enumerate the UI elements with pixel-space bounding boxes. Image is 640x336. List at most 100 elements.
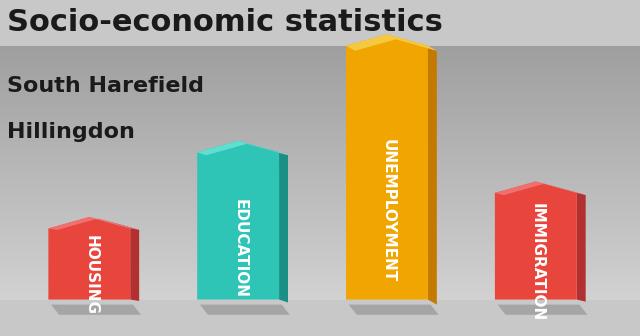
Bar bbox=[0, 152, 640, 155]
Bar bbox=[0, 241, 640, 244]
Bar bbox=[0, 246, 640, 249]
Bar bbox=[0, 185, 640, 188]
Bar bbox=[0, 86, 640, 89]
Bar bbox=[0, 236, 640, 239]
Bar bbox=[0, 249, 640, 251]
Bar bbox=[0, 134, 640, 137]
Bar bbox=[0, 289, 640, 292]
Bar bbox=[0, 223, 640, 226]
Bar bbox=[0, 112, 640, 114]
Polygon shape bbox=[346, 34, 428, 300]
Bar bbox=[0, 61, 640, 64]
Bar bbox=[0, 256, 640, 259]
Polygon shape bbox=[247, 144, 288, 302]
Bar bbox=[0, 170, 640, 173]
Bar bbox=[0, 142, 640, 145]
Bar bbox=[0, 157, 640, 160]
Bar bbox=[0, 218, 640, 221]
Bar bbox=[0, 66, 640, 69]
Bar bbox=[0, 203, 640, 206]
Polygon shape bbox=[497, 305, 588, 315]
Bar bbox=[0, 173, 640, 175]
Bar bbox=[0, 76, 640, 79]
Bar bbox=[0, 117, 640, 119]
Bar bbox=[0, 163, 640, 165]
Bar bbox=[0, 71, 640, 74]
Bar bbox=[0, 89, 640, 91]
Bar bbox=[0, 178, 640, 180]
Bar bbox=[0, 147, 640, 150]
Bar bbox=[0, 140, 640, 142]
Bar bbox=[0, 226, 640, 228]
Text: South Harefield: South Harefield bbox=[8, 76, 204, 96]
Bar bbox=[0, 94, 640, 96]
Text: IMMIGRATION: IMMIGRATION bbox=[530, 203, 545, 321]
Bar bbox=[0, 211, 640, 213]
Bar bbox=[0, 165, 640, 168]
Bar bbox=[0, 201, 640, 203]
Bar bbox=[0, 251, 640, 254]
Bar bbox=[0, 109, 640, 112]
Bar bbox=[0, 188, 640, 191]
Bar bbox=[0, 287, 640, 289]
Bar bbox=[0, 292, 640, 294]
Bar bbox=[0, 53, 640, 56]
Polygon shape bbox=[51, 305, 141, 315]
Bar bbox=[0, 264, 640, 266]
Bar bbox=[0, 274, 640, 277]
Bar bbox=[0, 150, 640, 152]
Bar bbox=[0, 137, 640, 140]
Bar bbox=[0, 64, 640, 66]
Bar bbox=[0, 198, 640, 201]
Bar bbox=[0, 58, 640, 61]
Bar bbox=[0, 228, 640, 231]
Bar bbox=[0, 122, 640, 124]
Bar bbox=[0, 79, 640, 81]
Bar bbox=[0, 99, 640, 101]
Polygon shape bbox=[396, 39, 437, 305]
Bar bbox=[0, 244, 640, 246]
Polygon shape bbox=[495, 181, 577, 300]
Bar bbox=[0, 269, 640, 271]
Bar bbox=[0, 56, 640, 58]
Bar bbox=[0, 175, 640, 178]
Polygon shape bbox=[200, 305, 290, 315]
Bar bbox=[0, 277, 640, 279]
Text: UNEMPLOYMENT: UNEMPLOYMENT bbox=[381, 139, 396, 282]
Bar bbox=[0, 91, 640, 94]
Bar bbox=[0, 155, 640, 157]
Bar bbox=[0, 46, 640, 48]
Bar bbox=[0, 127, 640, 129]
Bar bbox=[0, 231, 640, 234]
Polygon shape bbox=[346, 34, 437, 51]
Bar bbox=[0, 294, 640, 297]
Bar bbox=[0, 48, 640, 51]
Bar bbox=[0, 254, 640, 256]
Bar bbox=[0, 160, 640, 163]
Bar bbox=[0, 104, 640, 107]
Bar bbox=[0, 279, 640, 282]
Text: Hillingdon: Hillingdon bbox=[8, 122, 135, 142]
Bar bbox=[0, 259, 640, 261]
Bar bbox=[0, 284, 640, 287]
Bar bbox=[0, 213, 640, 216]
Text: EDUCATION: EDUCATION bbox=[232, 199, 247, 297]
Bar bbox=[0, 96, 640, 99]
Bar bbox=[0, 271, 640, 274]
Bar bbox=[0, 107, 640, 109]
Bar bbox=[0, 208, 640, 211]
Bar bbox=[0, 81, 640, 84]
Bar bbox=[0, 266, 640, 269]
Bar bbox=[0, 129, 640, 132]
Bar bbox=[0, 124, 640, 127]
Bar bbox=[0, 193, 640, 196]
Bar bbox=[0, 119, 640, 122]
Polygon shape bbox=[349, 305, 438, 315]
Polygon shape bbox=[197, 141, 279, 300]
Polygon shape bbox=[545, 184, 586, 302]
Bar bbox=[0, 196, 640, 198]
Bar bbox=[0, 261, 640, 264]
Polygon shape bbox=[197, 141, 288, 155]
Bar bbox=[0, 221, 640, 223]
Bar bbox=[0, 74, 640, 76]
